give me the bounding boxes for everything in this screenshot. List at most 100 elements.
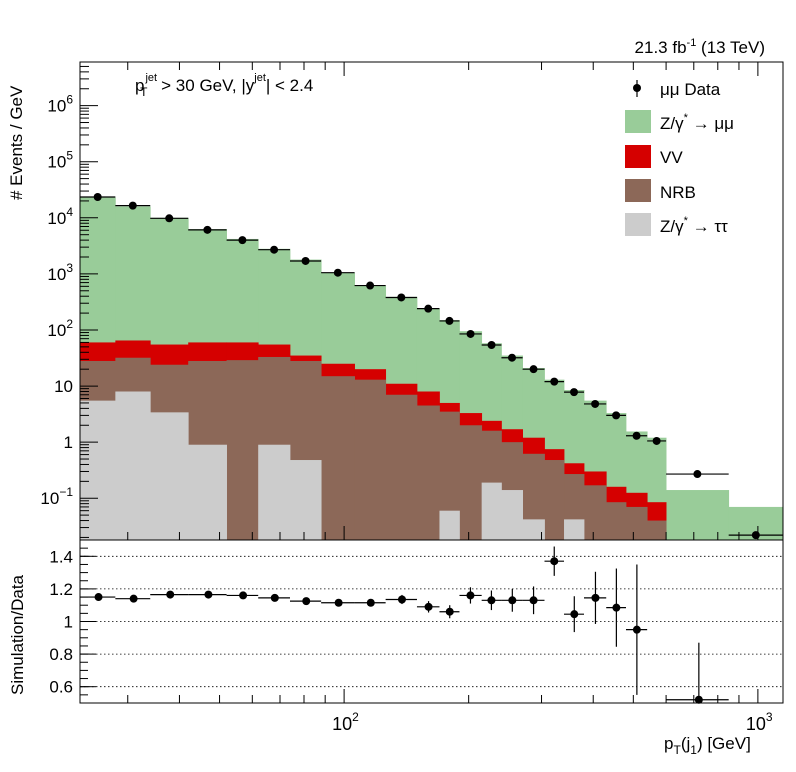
legend-data-marker bbox=[633, 84, 641, 92]
legend-data: μμ Data bbox=[633, 80, 721, 99]
ratio-y-tick-label-3: 1.2 bbox=[49, 580, 73, 599]
luminosity-label: 21.3 fb-1 (13 TeV) bbox=[635, 37, 765, 57]
bar-nrb-9 bbox=[385, 394, 418, 540]
legend-vv-swatch bbox=[625, 145, 651, 168]
data-point-23 bbox=[751, 531, 760, 540]
bar-nrb-12 bbox=[459, 425, 483, 540]
bar-nrb-15 bbox=[522, 453, 545, 540]
ratio-point-21 bbox=[694, 695, 703, 704]
legend: μμ Data Z/γ* → μμ VV NRB Z/γ* → ττ bbox=[625, 80, 734, 236]
ratio-point-7 bbox=[334, 598, 343, 607]
data-point-3 bbox=[203, 225, 212, 234]
bar-nrb-11 bbox=[439, 411, 460, 540]
ratio-y-tick-label-2: 1 bbox=[64, 613, 73, 632]
ratio-point-0 bbox=[94, 593, 103, 602]
ratio-y-axis-title: Simulation/Data bbox=[8, 574, 27, 695]
x-axis-title: pT(j1) [GeV] bbox=[664, 734, 751, 757]
data-point-9 bbox=[397, 293, 406, 302]
ratio-point-12 bbox=[466, 591, 475, 600]
bar-tautau-2 bbox=[150, 412, 189, 540]
data-point-5 bbox=[270, 245, 279, 254]
bar-tautau-6 bbox=[289, 460, 322, 540]
data-point-4 bbox=[238, 236, 247, 245]
histogram-stack bbox=[80, 197, 784, 541]
legend-dy-swatch bbox=[625, 110, 651, 133]
bar-tautau-17 bbox=[564, 519, 585, 540]
ratio-point-15 bbox=[529, 596, 538, 605]
bar-nrb-20 bbox=[625, 506, 648, 540]
legend-vv: VV bbox=[625, 145, 683, 168]
data-point-15 bbox=[529, 365, 538, 374]
ratio-point-8 bbox=[366, 598, 375, 607]
main-y-tick-label-0: 10−1 bbox=[40, 485, 73, 508]
ratio-point-13 bbox=[487, 596, 496, 605]
ratio-point-4 bbox=[239, 591, 248, 600]
bar-tautau-11 bbox=[439, 510, 460, 540]
ratio-x-tick-label-1: 103 bbox=[746, 710, 773, 734]
ratio-point-11 bbox=[445, 607, 454, 616]
data-point-22 bbox=[693, 470, 702, 479]
bar-tautau-0 bbox=[80, 400, 116, 540]
legend-tautau: Z/γ* → ττ bbox=[625, 213, 728, 236]
main-y-tick-label-3: 102 bbox=[47, 317, 73, 340]
ratio-point-14 bbox=[508, 596, 517, 605]
data-point-19 bbox=[612, 411, 621, 420]
main-y-tick-label-6: 105 bbox=[47, 149, 73, 172]
bar-nrb-19 bbox=[606, 502, 627, 540]
bar-tautau-14 bbox=[501, 490, 523, 540]
bar-tautau-5 bbox=[258, 444, 291, 540]
ratio-point-9 bbox=[397, 595, 406, 604]
data-point-0 bbox=[93, 192, 102, 201]
main-y-tick-label-1: 1 bbox=[64, 433, 73, 452]
data-point-17 bbox=[570, 388, 579, 397]
ratio-point-17 bbox=[570, 610, 579, 619]
ratio-point-10 bbox=[424, 602, 433, 611]
legend-tautau-swatch bbox=[625, 213, 651, 236]
ratio-y-axis: 0.6 0.8 1 1.2 1.4 bbox=[49, 539, 96, 704]
main-y-axis-title: # Events / GeV bbox=[7, 85, 26, 200]
main-y-tick-label-2: 10 bbox=[54, 377, 73, 396]
ratio-points bbox=[80, 546, 729, 704]
ratio-y-tick-label-4: 1.4 bbox=[49, 547, 73, 566]
data-point-7 bbox=[333, 268, 342, 277]
legend-nrb-label: NRB bbox=[660, 183, 696, 202]
legend-dy-label: Z/γ* → μμ bbox=[660, 112, 734, 133]
main-y-axis: 10−1 1 10 102 103 104 105 106 bbox=[40, 61, 98, 538]
main-y-tick-label-4: 103 bbox=[47, 261, 73, 284]
ratio-x-axis: 102 103 bbox=[127, 689, 773, 734]
ratio-point-16 bbox=[550, 557, 559, 566]
bar-dy-22 bbox=[666, 490, 730, 540]
ratio-point-19 bbox=[612, 603, 621, 612]
bar-nrb-10 bbox=[416, 405, 440, 540]
ratio-gridlines bbox=[80, 555, 783, 688]
legend-vv-label: VV bbox=[660, 148, 683, 167]
legend-tautau-label: Z/γ* → ττ bbox=[660, 215, 728, 236]
bar-nrb-8 bbox=[354, 379, 387, 540]
ratio-x-tick-label-0: 102 bbox=[332, 710, 359, 734]
main-panel: 10−1 1 10 102 103 104 105 106 # Events / GeV pj… bbox=[7, 61, 784, 541]
legend-dy: Z/γ* → μμ bbox=[625, 110, 734, 133]
ratio-panel: 0.6 0.8 1 1.2 1.4 102 103 Simulation/Data pT(… bbox=[8, 539, 784, 757]
data-point-21 bbox=[652, 436, 661, 445]
main-x-ticks bbox=[127, 62, 759, 540]
ratio-point-2 bbox=[166, 590, 175, 599]
ratio-point-20 bbox=[632, 625, 641, 634]
selection-label: pjet T > 30 GeV, |yjet| < 2.4 bbox=[135, 72, 313, 99]
data-point-13 bbox=[487, 340, 496, 349]
bar-tautau-15 bbox=[522, 519, 545, 540]
bar-nrb-18 bbox=[584, 485, 607, 540]
ratio-point-18 bbox=[591, 593, 600, 602]
data-point-2 bbox=[165, 214, 174, 223]
data-point-18 bbox=[591, 399, 600, 408]
bar-tautau-13 bbox=[481, 482, 502, 540]
data-point-1 bbox=[128, 201, 137, 210]
data-point-10 bbox=[424, 304, 433, 313]
legend-data-label: μμ Data bbox=[660, 80, 721, 99]
data-points bbox=[80, 192, 783, 540]
bar-tautau-1 bbox=[115, 391, 151, 540]
data-point-6 bbox=[301, 256, 310, 265]
data-point-8 bbox=[366, 281, 375, 290]
data-point-20 bbox=[632, 431, 641, 440]
data-point-12 bbox=[466, 329, 475, 338]
